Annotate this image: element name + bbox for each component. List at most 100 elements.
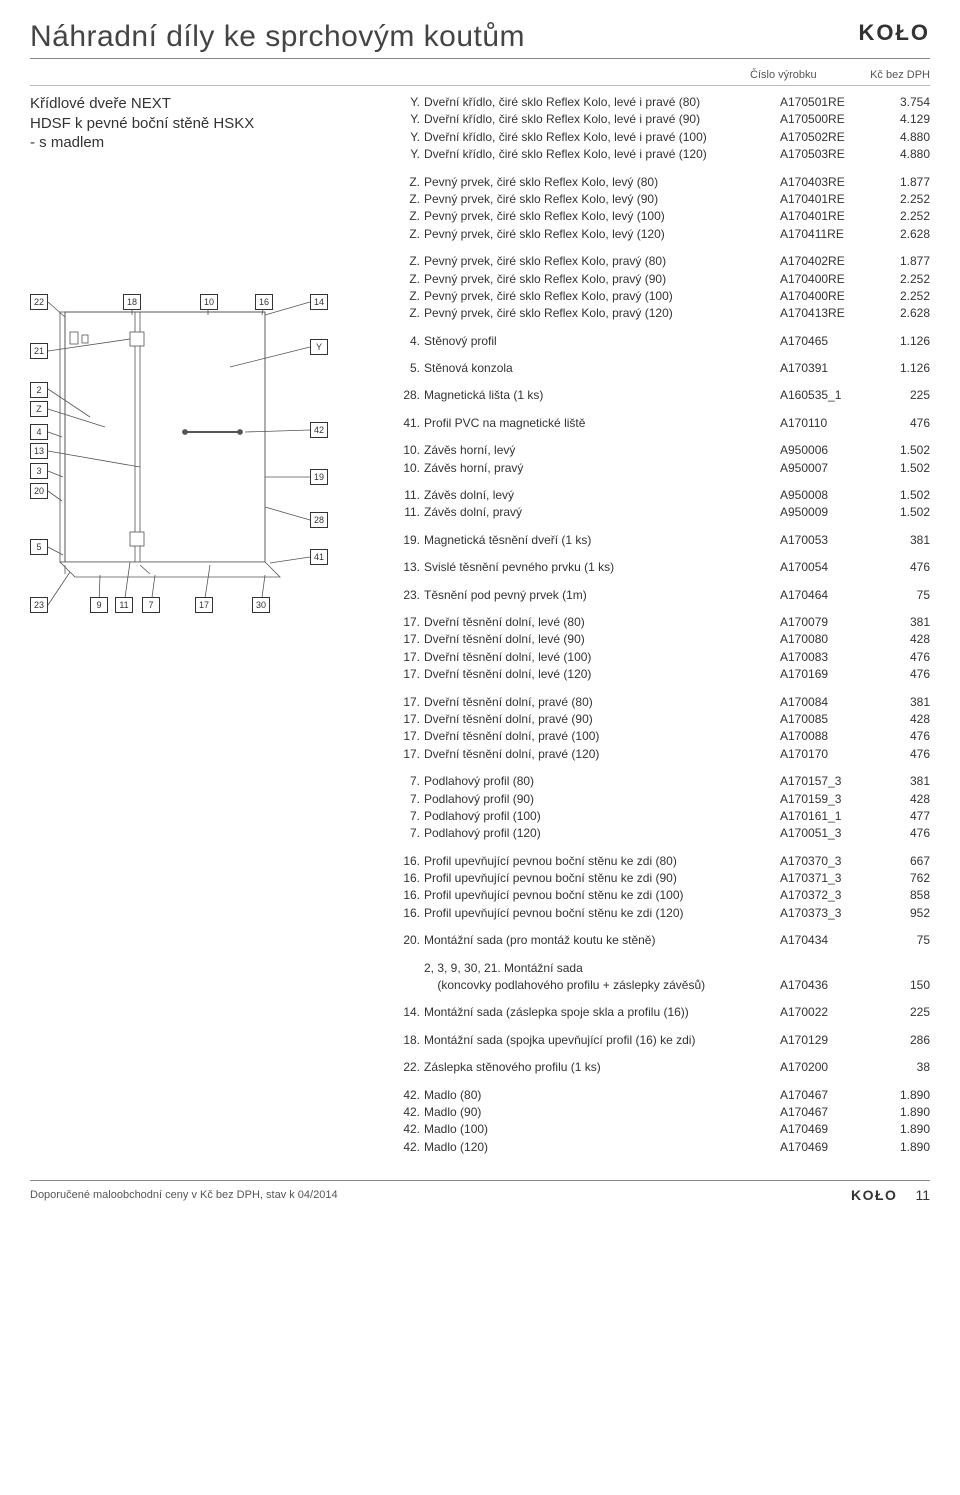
row-desc: Magnetická lišta (1 ks): [424, 387, 780, 404]
row-sku: A170088: [780, 728, 870, 745]
row-index: 11.: [402, 504, 424, 521]
row-index: Z.: [402, 226, 424, 243]
row-price: 476: [870, 746, 930, 763]
row-desc: Dveřní křídlo, čiré sklo Reflex Kolo, le…: [424, 129, 780, 146]
row-price: 858: [870, 887, 930, 904]
table-row: 19.Magnetická těsnění dveří (1 ks)A17005…: [402, 532, 930, 549]
table-row: 41.Profil PVC na magnetické lištěA170110…: [402, 415, 930, 432]
row-sku: A170434: [780, 932, 870, 949]
row-index: 28.: [402, 387, 424, 404]
row-index: Z.: [402, 271, 424, 288]
row-desc: Madlo (90): [424, 1104, 780, 1121]
table-row: Z.Pevný prvek, čiré sklo Reflex Kolo, pr…: [402, 271, 930, 288]
row-desc: Závěs horní, levý: [424, 442, 780, 459]
row-index: 17.: [402, 631, 424, 648]
row-desc: Svislé těsnění pevného prvku (1 ks): [424, 559, 780, 576]
technical-diagram: 221810161421Y2Z4421331920285412391171730: [30, 167, 390, 607]
row-sku: A170085: [780, 711, 870, 728]
table-row: 17.Dveřní těsnění dolní, levé (120)A1701…: [402, 666, 930, 683]
row-sku: A170079: [780, 614, 870, 631]
row-price: 476: [870, 415, 930, 432]
row-sku: A170503RE: [780, 146, 870, 163]
row-index: 17.: [402, 666, 424, 683]
row-sku: A170080: [780, 631, 870, 648]
row-sku: A170169: [780, 666, 870, 683]
diagram-callout: Y: [310, 339, 328, 355]
row-index: Z.: [402, 208, 424, 225]
row-sku: A160535_1: [780, 387, 870, 404]
row-sku: A170200: [780, 1059, 870, 1076]
table-row: 22.Záslepka stěnového profilu (1 ks)A170…: [402, 1059, 930, 1076]
row-index: [402, 977, 424, 994]
row-index: 16.: [402, 887, 424, 904]
parts-table: Y.Dveřní křídlo, čiré sklo Reflex Kolo, …: [402, 94, 930, 1156]
row-price: 2.252: [870, 288, 930, 305]
table-row: 7.Podlahový profil (120)A170051_3476: [402, 825, 930, 842]
row-index: 18.: [402, 1032, 424, 1049]
diagram-callout: 20: [30, 483, 48, 499]
row-desc: Stěnový profil: [424, 333, 780, 350]
diagram-callout: 4: [30, 424, 48, 440]
table-row: 5.Stěnová konzolaA1703911.126: [402, 360, 930, 377]
row-sku: A170465: [780, 333, 870, 350]
footer-brand-block: KOŁO 11: [851, 1187, 930, 1203]
table-row: 14.Montážní sada (záslepka spoje skla a …: [402, 1004, 930, 1021]
table-row: Z.Pevný prvek, čiré sklo Reflex Kolo, pr…: [402, 305, 930, 322]
row-index: Z.: [402, 288, 424, 305]
table-row: 7.Podlahový profil (80)A170157_3381: [402, 773, 930, 790]
row-price: [870, 960, 930, 977]
row-price: 477: [870, 808, 930, 825]
row-sku: A170401RE: [780, 191, 870, 208]
row-sku: A170170: [780, 746, 870, 763]
table-row: Y.Dveřní křídlo, čiré sklo Reflex Kolo, …: [402, 111, 930, 128]
diagram-callout: 21: [30, 343, 48, 359]
table-row: 16.Profil upevňující pevnou boční stěnu …: [402, 905, 930, 922]
row-index: 23.: [402, 587, 424, 604]
subtitle-line: - s madlem: [30, 133, 390, 153]
row-index: 4.: [402, 333, 424, 350]
row-sku: A170370_3: [780, 853, 870, 870]
row-sku: A170084: [780, 694, 870, 711]
row-price: 1.890: [870, 1121, 930, 1138]
row-price: 762: [870, 870, 930, 887]
row-index: 22.: [402, 1059, 424, 1076]
row-index: 11.: [402, 487, 424, 504]
row-desc: Madlo (100): [424, 1121, 780, 1138]
row-price: 75: [870, 587, 930, 604]
row-desc: Podlahový profil (90): [424, 791, 780, 808]
row-price: 476: [870, 728, 930, 745]
row-desc: Pevný prvek, čiré sklo Reflex Kolo, prav…: [424, 271, 780, 288]
row-price: 952: [870, 905, 930, 922]
diagram-callout: 3: [30, 463, 48, 479]
row-price: 2.628: [870, 305, 930, 322]
row-sku: A170371_3: [780, 870, 870, 887]
row-desc: Dveřní křídlo, čiré sklo Reflex Kolo, le…: [424, 111, 780, 128]
table-row: Z.Pevný prvek, čiré sklo Reflex Kolo, le…: [402, 191, 930, 208]
table-row: 23.Těsnění pod pevný prvek (1m)A17046475: [402, 587, 930, 604]
row-price: 428: [870, 711, 930, 728]
row-index: Y.: [402, 111, 424, 128]
table-row: 18.Montážní sada (spojka upevňující prof…: [402, 1032, 930, 1049]
row-sku: A170161_1: [780, 808, 870, 825]
footer-brand: KOŁO: [851, 1187, 897, 1203]
diagram-callout: 10: [200, 294, 218, 310]
row-price: 38: [870, 1059, 930, 1076]
row-desc: Pevný prvek, čiré sklo Reflex Kolo, levý…: [424, 226, 780, 243]
row-price: 4.880: [870, 146, 930, 163]
row-desc: 2, 3, 9, 30, 21. Montážní sada: [424, 960, 780, 977]
row-desc: Dveřní těsnění dolní, pravé (90): [424, 711, 780, 728]
row-price: 2.628: [870, 226, 930, 243]
row-price: 381: [870, 773, 930, 790]
row-price: 428: [870, 791, 930, 808]
diagram-callout: 9: [90, 597, 108, 613]
row-desc: Závěs horní, pravý: [424, 460, 780, 477]
table-row: Z.Pevný prvek, čiré sklo Reflex Kolo, le…: [402, 208, 930, 225]
row-price: 381: [870, 694, 930, 711]
row-sku: A170403RE: [780, 174, 870, 191]
row-price: 75: [870, 932, 930, 949]
footer-page-number: 11: [915, 1187, 930, 1203]
table-row: (koncovky podlahového profilu + záslepky…: [402, 977, 930, 994]
row-sku: A170402RE: [780, 253, 870, 270]
row-price: 381: [870, 532, 930, 549]
row-price: 1.890: [870, 1139, 930, 1156]
